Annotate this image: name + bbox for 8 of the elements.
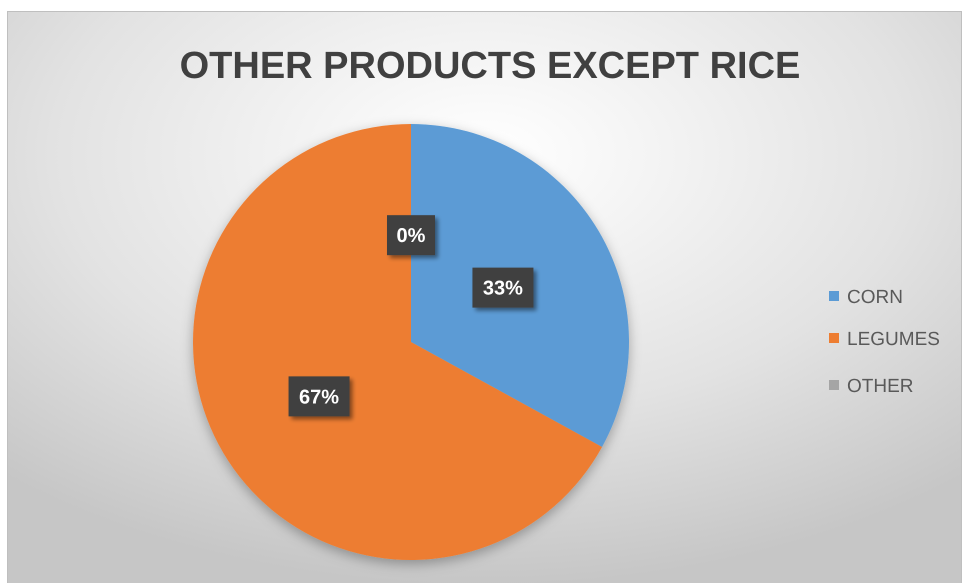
pie-slice [193,124,602,560]
chart-title: OTHER PRODUCTS EXCEPT RICE [180,45,800,87]
data-label: 67% [299,386,340,408]
legend-label: CORN [847,287,903,308]
legend-label: LEGUMES [847,329,940,350]
data-label: 33% [482,278,524,300]
legend-label: OTHER [847,376,914,397]
text: 0% [396,225,426,248]
